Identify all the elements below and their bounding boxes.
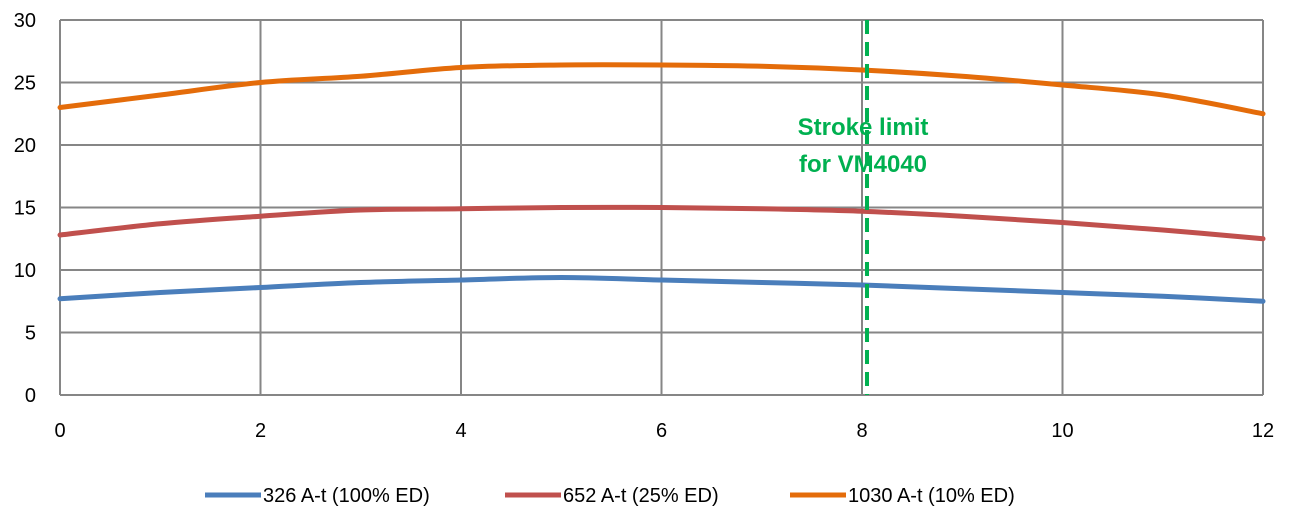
y-tick-label-4: 20 [14, 135, 36, 157]
x-tick-label-2: 4 [455, 420, 466, 442]
legend-label-series-3: 1030 A-t (10% ED) [848, 485, 1015, 507]
y-tick-label-3: 15 [14, 198, 36, 220]
series-line-1 [57, 275, 1266, 304]
x-tick-label-1: 2 [255, 420, 266, 442]
stroke-limit-marker: Stroke limit for VM4040 [798, 20, 929, 395]
legend: 326 A-t (100% ED) 652 A-t (25% ED) 1030 … [205, 485, 1015, 507]
legend-label-series-2: 652 A-t (25% ED) [563, 485, 719, 507]
stroke-limit-label-line-2: for VM4040 [799, 151, 927, 178]
stroke-limit-label-line-1: Stroke limit [798, 114, 929, 141]
legend-label-series-1: 326 A-t (100% ED) [263, 485, 430, 507]
y-tick-label-2: 10 [14, 260, 36, 282]
tick-labels: 0 5 10 15 20 25 30 0 2 4 6 8 10 12 [14, 10, 1274, 442]
series-line-3 [57, 62, 1266, 117]
x-tick-label-5: 10 [1051, 420, 1073, 442]
x-tick-label-0: 0 [54, 420, 65, 442]
y-tick-label-5: 25 [14, 73, 36, 95]
x-tick-label-6: 12 [1252, 420, 1274, 442]
x-tick-label-4: 8 [856, 420, 867, 442]
y-tick-label-0: 0 [25, 385, 36, 407]
x-tick-label-3: 6 [656, 420, 667, 442]
series-lines [57, 62, 1266, 304]
y-tick-label-6: 30 [14, 10, 36, 32]
y-tick-label-1: 5 [25, 323, 36, 345]
axes [59, 20, 1263, 396]
series-line-2 [57, 204, 1266, 242]
